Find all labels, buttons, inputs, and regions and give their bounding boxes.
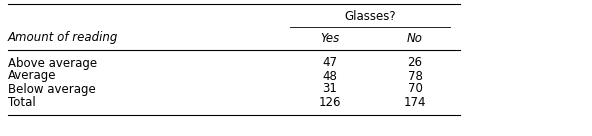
Text: Above average: Above average bbox=[8, 56, 97, 69]
Text: 78: 78 bbox=[407, 69, 423, 83]
Text: 70: 70 bbox=[407, 83, 423, 95]
Text: 126: 126 bbox=[318, 97, 341, 109]
Text: Average: Average bbox=[8, 69, 56, 83]
Text: Amount of reading: Amount of reading bbox=[8, 32, 118, 44]
Text: Total: Total bbox=[8, 97, 36, 109]
Text: 31: 31 bbox=[323, 83, 337, 95]
Text: 26: 26 bbox=[407, 56, 423, 69]
Text: No: No bbox=[407, 32, 423, 44]
Text: Below average: Below average bbox=[8, 83, 96, 95]
Text: 48: 48 bbox=[323, 69, 337, 83]
Text: Glasses?: Glasses? bbox=[344, 10, 396, 22]
Text: Yes: Yes bbox=[320, 32, 340, 44]
Text: 174: 174 bbox=[404, 97, 426, 109]
Text: 47: 47 bbox=[323, 56, 337, 69]
